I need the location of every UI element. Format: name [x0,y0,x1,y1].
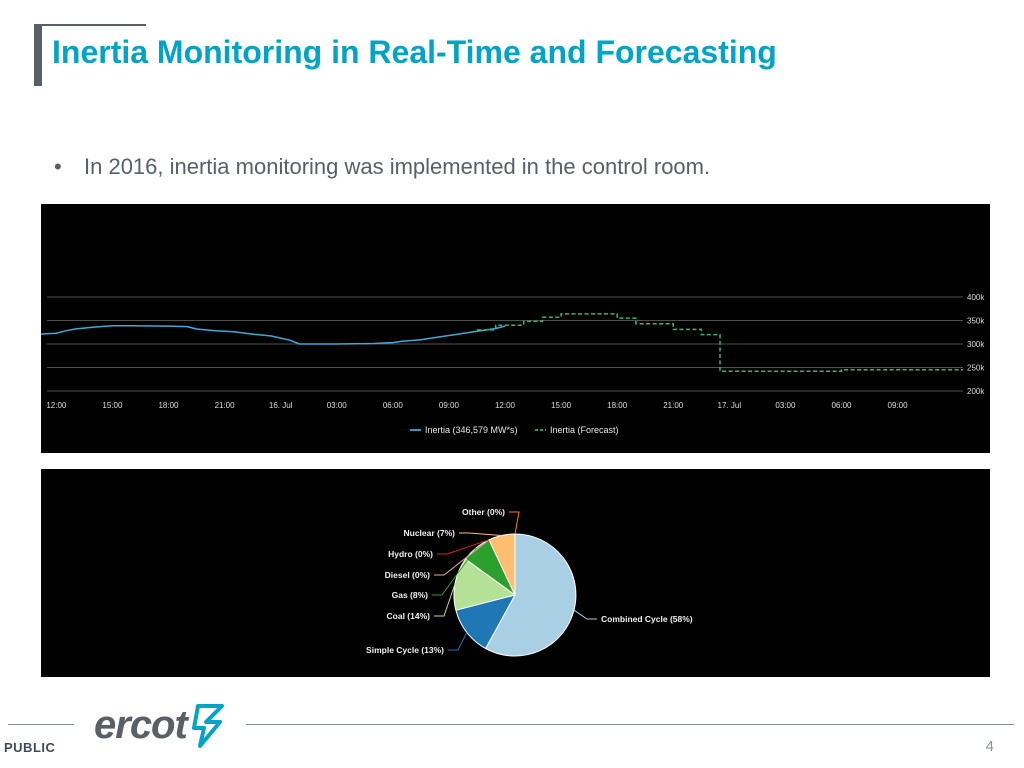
pie-connector [459,532,502,536]
pie-slice[interactable] [484,533,577,657]
x-tick-label: 06:00 [383,401,404,410]
y-tick-label: 200k [967,387,985,396]
generation-mix-pie-svg: Combined Cycle (58%) Simple Cycle (13%) Co… [366,507,693,657]
pie-connector [573,609,597,620]
series-line-actual [41,324,506,345]
pie-slice-label: Diesel (0%) [385,570,431,580]
ercot-logo-svg: ercot [94,703,224,748]
bullet-item: • In 2016, inertia monitoring was impleme… [54,154,710,180]
footer-rule-left [8,724,74,725]
x-tick-label: 12:00 [495,401,516,410]
x-tick-label: 17. Jul [718,401,742,410]
x-tick-label: 03:00 [775,401,796,410]
x-tick-label: 21:00 [215,401,236,410]
pie-slice-label: Gas (8%) [392,590,429,600]
x-tick-label: 15:00 [102,401,123,410]
pie-slice[interactable] [453,558,517,611]
footer-classification: PUBLIC [4,740,56,755]
x-tick-label: 21:00 [663,401,684,410]
inertia-line-chart-svg: 200k 250k 300k 350k 400k 12:00 15:00 18:00 21:00… [41,293,985,435]
x-tick-label: 18:00 [158,401,179,410]
pie-connector [432,547,477,596]
pie-slice-label: Combined Cycle (58%) [601,614,693,624]
slide-title: Inertia Monitoring in Real-Time and Fore… [52,34,777,70]
y-tick-label: 250k [967,364,985,373]
ercot-logo-wordmark: ercot [94,703,189,747]
legend-item-label[interactable]: Inertia (Forecast) [550,425,619,435]
x-tick-label: 09:00 [888,401,909,410]
pie-slice-label: Coal (14%) [387,611,431,621]
legend-item-label[interactable]: Inertia (346,579 MW*s) [425,425,518,435]
x-tick-label: 03:00 [327,401,348,410]
y-tick-label: 350k [967,317,985,326]
series-line-forecast [477,313,963,373]
title-accent-bar [34,24,42,86]
page-number: 4 [985,738,994,755]
x-tick-label: 06:00 [831,401,852,410]
generation-mix-pie-chart: Combined Cycle (58%) Simple Cycle (13%) Co… [41,469,990,677]
pie-connector [448,632,468,651]
inertia-line-chart: 200k 250k 300k 350k 400k 12:00 15:00 18:00 21:00… [41,204,990,453]
footer-rule-right [246,724,1014,725]
x-tick-label: 12:00 [46,401,67,410]
pie-connector [434,583,456,617]
pie-slice-label: Other (0%) [462,507,505,517]
x-tick-label: 15:00 [551,401,572,410]
x-tick-label: 18:00 [607,401,628,410]
x-tick-label: 16. Jul [269,401,293,410]
bullet-dot: • [54,154,62,179]
pie-slice-label: Nuclear (7%) [404,528,456,538]
ercot-logo: ercot [94,700,228,757]
title-rule [34,24,146,26]
bullet-text: In 2016, inertia monitoring was implemen… [84,154,711,179]
y-tick-label: 300k [967,340,985,349]
x-tick-label: 09:00 [439,401,460,410]
pie-connector [434,539,490,576]
pie-slice-label: Hydro (0%) [388,549,433,559]
y-tick-label: 400k [967,293,985,302]
pie-connector [437,539,490,555]
ercot-logo-bolt-icon [192,704,224,748]
pie-connector [509,511,520,535]
pie-slice-label: Simple Cycle (13%) [366,645,444,655]
